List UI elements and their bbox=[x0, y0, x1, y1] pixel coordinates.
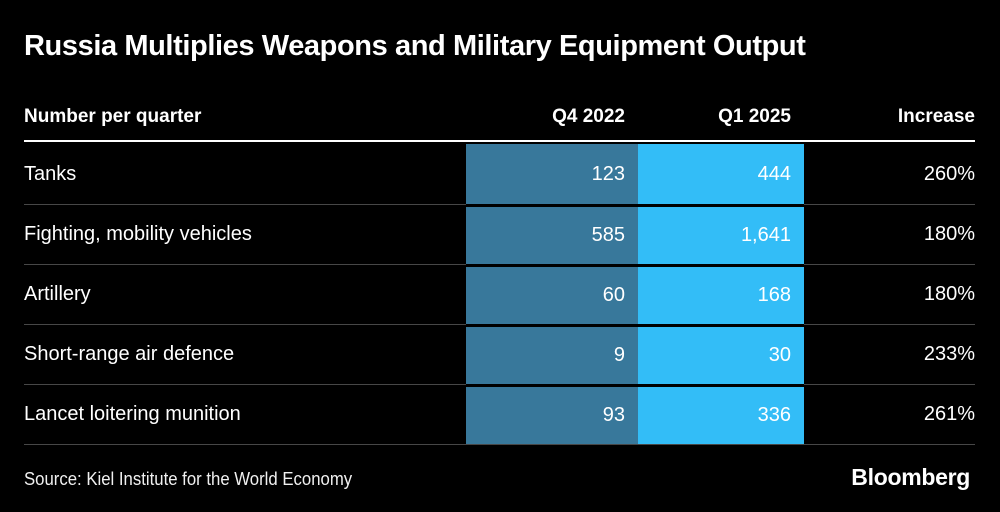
q4-2022-value-cell: 9 bbox=[466, 324, 638, 384]
increase-value: 180% bbox=[804, 204, 975, 264]
table-row-short-range-air-defence: Short-range air defence 9 30 233% bbox=[24, 324, 975, 384]
q1-2025-value-cell: 1,641 bbox=[638, 204, 804, 264]
row-label: Artillery bbox=[24, 264, 466, 324]
q4-2022-value-cell: 585 bbox=[466, 204, 638, 264]
table-body: Tanks 123 444 260% Fighting, mobility ve… bbox=[24, 144, 975, 445]
q1-2025-value-cell: 444 bbox=[638, 144, 804, 204]
row-label: Tanks bbox=[24, 162, 77, 185]
increase-value: 261% bbox=[804, 384, 975, 444]
column-header-q4-2022: Q4 2022 bbox=[552, 105, 625, 127]
q4-2022-value-cell: 60 bbox=[466, 264, 638, 324]
table-row-artillery: Artillery 60 168 180% bbox=[24, 264, 975, 324]
column-header-q1-2025: Q1 2025 bbox=[718, 105, 791, 127]
column-header-increase: Increase bbox=[897, 105, 975, 127]
column-header-label: Number per quarter bbox=[24, 105, 202, 127]
source-credit: Source: Kiel Institute for the World Eco… bbox=[24, 469, 353, 489]
row-label: Fighting, mobility vehicles bbox=[24, 204, 466, 264]
bloomberg-logo: Bloomberg bbox=[851, 464, 970, 490]
q1-2025-value-cell: 168 bbox=[638, 264, 804, 324]
table-row-fighting-mobility-vehicles: Fighting, mobility vehicles 585 1,641 18… bbox=[24, 204, 975, 264]
q4-2022-value-cell: 123 bbox=[466, 144, 638, 204]
increase-value: 233% bbox=[804, 324, 975, 384]
increase-value: 180% bbox=[804, 264, 975, 324]
table-row-tanks: Tanks 123 444 260% bbox=[24, 144, 975, 204]
q4-2022-value-cell: 93 bbox=[466, 384, 638, 444]
q1-2025-value-cell: 30 bbox=[638, 324, 804, 384]
table-header-row: Number per quarter Q4 2022 Q1 2025 Incre… bbox=[24, 93, 975, 142]
row-label: Short-range air defence bbox=[24, 324, 466, 384]
increase-value: 260% bbox=[923, 162, 975, 185]
data-table: Number per quarter Q4 2022 Q1 2025 Incre… bbox=[24, 93, 975, 445]
row-label: Lancet loitering munition bbox=[24, 384, 466, 444]
table-row-lancet-loitering-munition: Lancet loitering munition 93 336 261% bbox=[24, 384, 975, 444]
chart-title: Russia Multiplies Weapons and Military E… bbox=[24, 30, 806, 62]
q1-2025-value-cell: 336 bbox=[638, 384, 804, 444]
